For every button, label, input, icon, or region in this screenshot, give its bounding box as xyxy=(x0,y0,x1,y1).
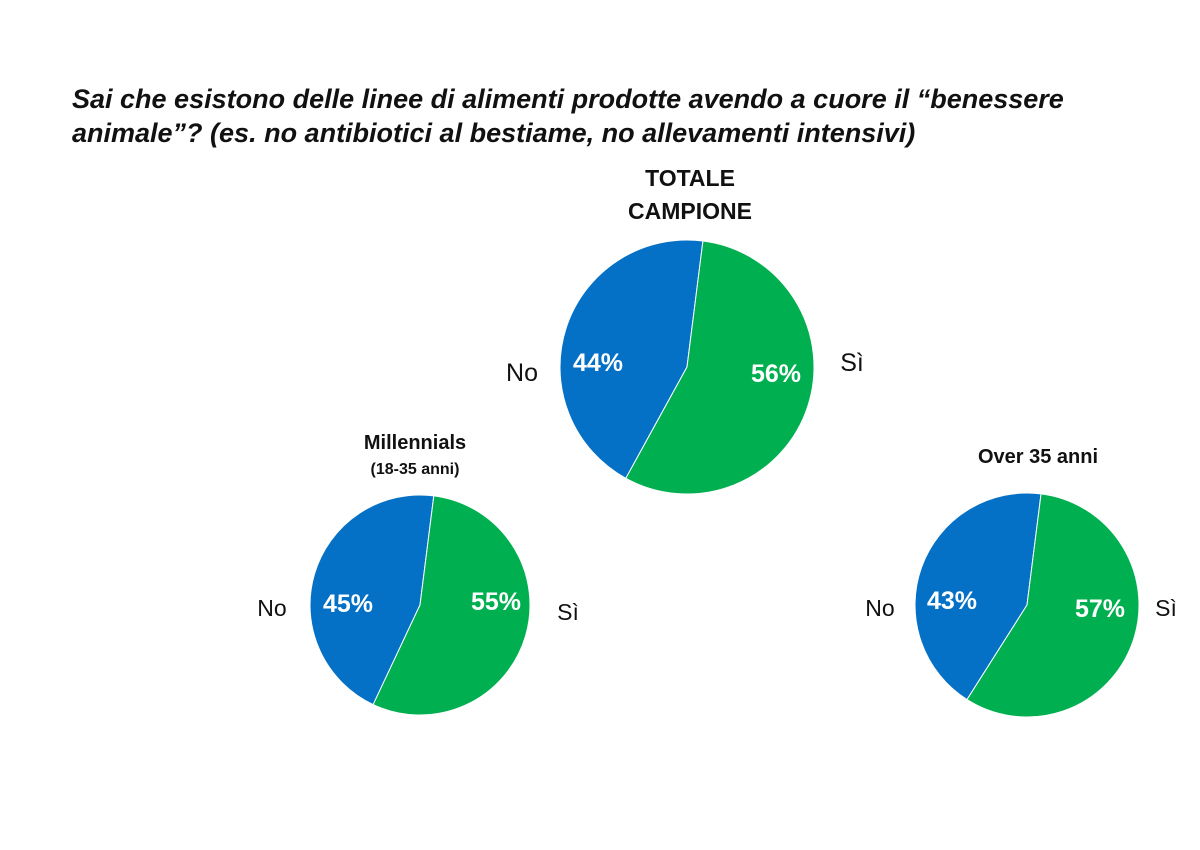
pie-slice-si xyxy=(966,493,1140,718)
slice-value-no: 44% xyxy=(573,349,623,377)
slice-label-si: Sì xyxy=(1155,595,1177,621)
slice-value-no: 43% xyxy=(927,587,977,615)
pie-totale: TOTALE CAMPIONE No 44% Sì 56% xyxy=(506,165,864,495)
pie-title: CAMPIONE xyxy=(628,198,752,224)
pie-title: Over 35 anni xyxy=(978,446,1098,468)
chart-title: Sai che esistono delle linee di alimenti… xyxy=(72,82,1172,150)
chart-title-line-1: Sai che esistono delle linee di alimenti… xyxy=(72,84,1064,114)
pie-slice-no xyxy=(914,492,1042,701)
pie-title: (18-35 anni) xyxy=(371,461,460,478)
pie-millennials: Millennials (18-35 anni) No 45% Sì 55% xyxy=(257,432,579,716)
slice-label-si: Sì xyxy=(557,599,579,625)
pie-slice-si xyxy=(372,495,531,716)
slice-value-si: 55% xyxy=(471,588,521,616)
pie-title: TOTALE xyxy=(645,165,735,191)
slice-value-si: 57% xyxy=(1075,595,1125,623)
chart-title-line-2: animale”? (es. no antibiotici al bestiam… xyxy=(72,118,916,148)
pie-over35: Over 35 anni No 43% Sì 57% xyxy=(865,446,1177,718)
slice-label-no: No xyxy=(257,595,286,621)
slice-label-no: No xyxy=(865,595,894,621)
pie-title: Millennials xyxy=(364,432,466,454)
pie-slice-si xyxy=(625,240,815,495)
slice-value-si: 56% xyxy=(751,360,801,388)
pie-slice-no xyxy=(309,494,435,706)
slice-value-no: 45% xyxy=(323,590,373,618)
slice-label-no: No xyxy=(506,359,538,387)
pie-slice-no xyxy=(559,239,704,479)
slice-label-si: Sì xyxy=(840,349,864,377)
